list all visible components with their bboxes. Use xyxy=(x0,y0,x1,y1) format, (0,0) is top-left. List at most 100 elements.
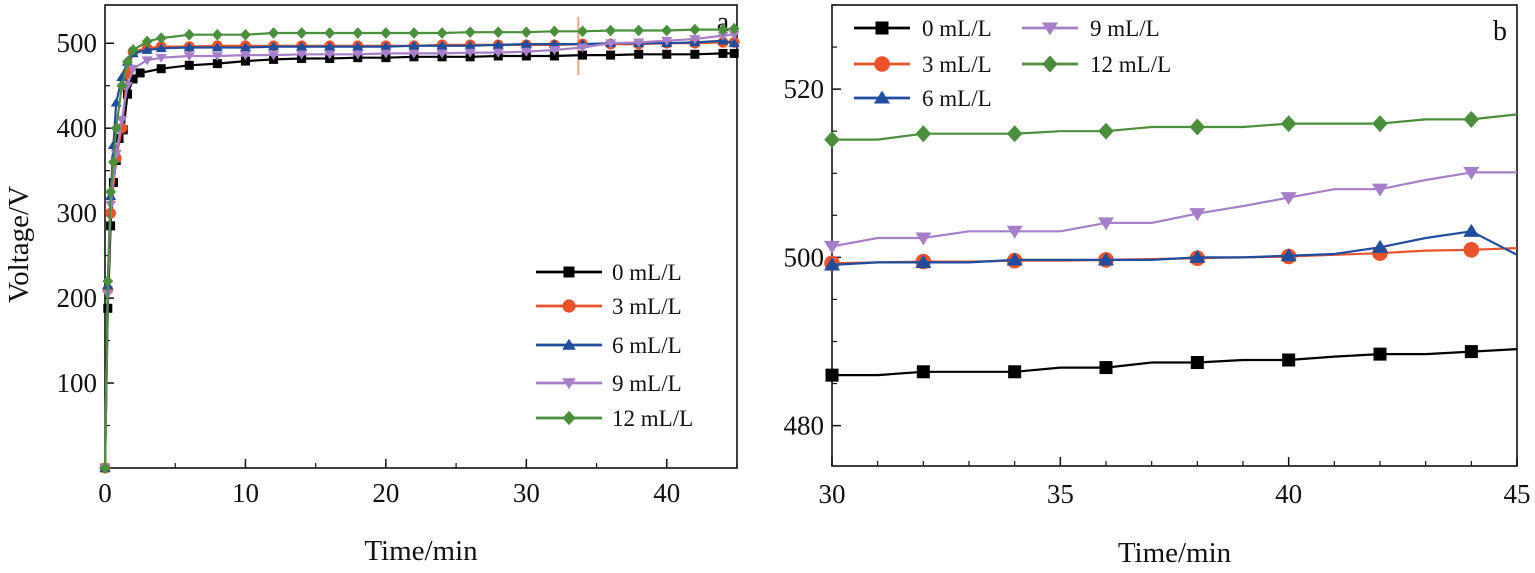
data-point xyxy=(633,38,645,48)
data-point xyxy=(915,255,932,268)
data-point xyxy=(1280,248,1297,262)
series-6-ml-l xyxy=(823,223,1518,271)
data-point xyxy=(548,38,561,48)
data-point xyxy=(183,28,195,41)
data-point xyxy=(1006,252,1023,266)
data-point xyxy=(108,156,119,169)
x-tick-label: 40 xyxy=(653,478,680,508)
series-line xyxy=(831,247,1518,265)
data-point xyxy=(352,27,364,39)
data-point xyxy=(634,49,644,59)
panel-label: b xyxy=(1493,16,1507,47)
y-tick-label: 480 xyxy=(784,411,825,441)
data-point xyxy=(1006,125,1023,143)
data-point xyxy=(352,50,364,60)
data-point xyxy=(1099,361,1113,375)
data-point xyxy=(1098,122,1114,140)
data-point xyxy=(239,51,252,61)
x-axis-title: Time/min xyxy=(1118,537,1232,569)
data-point xyxy=(661,36,673,46)
data-point xyxy=(576,43,589,53)
legend-label: 0 mL/L xyxy=(612,260,682,285)
data-point xyxy=(135,68,145,78)
series-0-ml-l xyxy=(825,345,1518,382)
x-tick-label: 40 xyxy=(1275,479,1302,509)
data-point xyxy=(549,25,560,38)
data-point xyxy=(239,42,252,52)
series-9-ml-l xyxy=(99,30,740,474)
legend-swatch-marker xyxy=(562,378,576,390)
data-point xyxy=(605,24,616,37)
legend-item: 0 mL/L xyxy=(854,16,992,41)
x-tick-label: 35 xyxy=(1047,479,1074,509)
data-point xyxy=(492,26,504,39)
data-point xyxy=(116,115,128,125)
legend-item: 12 mL/L xyxy=(536,406,693,431)
data-point xyxy=(267,41,280,51)
legend-swatch-marker xyxy=(1042,55,1058,73)
x-tick-label: 30 xyxy=(819,479,846,509)
data-point xyxy=(408,27,420,39)
data-point xyxy=(915,232,932,246)
data-point xyxy=(548,46,561,56)
x-tick-label: 20 xyxy=(372,478,399,508)
data-point xyxy=(380,41,392,51)
data-point xyxy=(823,240,841,254)
data-point xyxy=(1463,110,1480,128)
data-point xyxy=(689,23,701,36)
data-point xyxy=(1373,347,1387,361)
legend-label: 6 mL/L xyxy=(922,86,992,111)
data-point xyxy=(578,50,588,60)
legend-label: 0 mL/L xyxy=(922,16,992,41)
data-point xyxy=(717,23,729,36)
data-point xyxy=(1464,345,1478,359)
data-point xyxy=(127,44,139,56)
data-point xyxy=(1280,192,1297,206)
data-point xyxy=(436,27,448,39)
data-point xyxy=(105,186,117,198)
series-12-ml-l xyxy=(99,22,740,474)
legend: 0 mL/L 3 mL/L 6 mL/L 9 mL/L 12 mL/L xyxy=(536,260,693,431)
legend-swatch-marker xyxy=(562,299,576,313)
data-point xyxy=(141,56,153,66)
data-point xyxy=(661,24,673,37)
legend-item: 6 mL/L xyxy=(536,333,682,358)
data-point xyxy=(240,28,251,41)
data-point xyxy=(183,52,195,62)
data-point xyxy=(183,42,195,52)
data-point xyxy=(728,30,740,40)
series-line xyxy=(831,171,1517,248)
legend-item: 0 mL/L xyxy=(536,260,682,285)
data-point xyxy=(1280,115,1297,133)
data-point xyxy=(1006,225,1023,239)
data-point xyxy=(352,41,364,51)
data-point xyxy=(380,49,392,59)
legend-swatch-marker xyxy=(562,338,576,350)
data-point xyxy=(1282,353,1296,367)
data-point xyxy=(1097,217,1115,231)
data-point xyxy=(268,27,279,39)
data-point xyxy=(102,275,114,287)
data-point xyxy=(1097,252,1115,266)
data-point xyxy=(122,56,133,68)
data-point xyxy=(1190,356,1204,370)
data-point xyxy=(110,122,122,135)
data-point xyxy=(267,51,280,61)
data-point xyxy=(1189,208,1206,222)
data-point xyxy=(464,40,476,50)
series-line xyxy=(832,348,1518,377)
data-point xyxy=(728,22,740,35)
plot-frame xyxy=(104,4,738,469)
data-point xyxy=(141,44,153,54)
data-point xyxy=(408,49,420,59)
legend-item: 9 mL/L xyxy=(1022,16,1160,41)
data-point xyxy=(296,50,308,60)
legend-swatch-marker xyxy=(1041,22,1059,36)
data-point xyxy=(577,25,588,38)
legend-label: 9 mL/L xyxy=(1090,16,1160,41)
x-tick-label: 0 xyxy=(98,478,112,508)
data-point xyxy=(184,60,194,70)
data-point xyxy=(633,24,645,37)
y-tick-label: 500 xyxy=(57,28,98,58)
